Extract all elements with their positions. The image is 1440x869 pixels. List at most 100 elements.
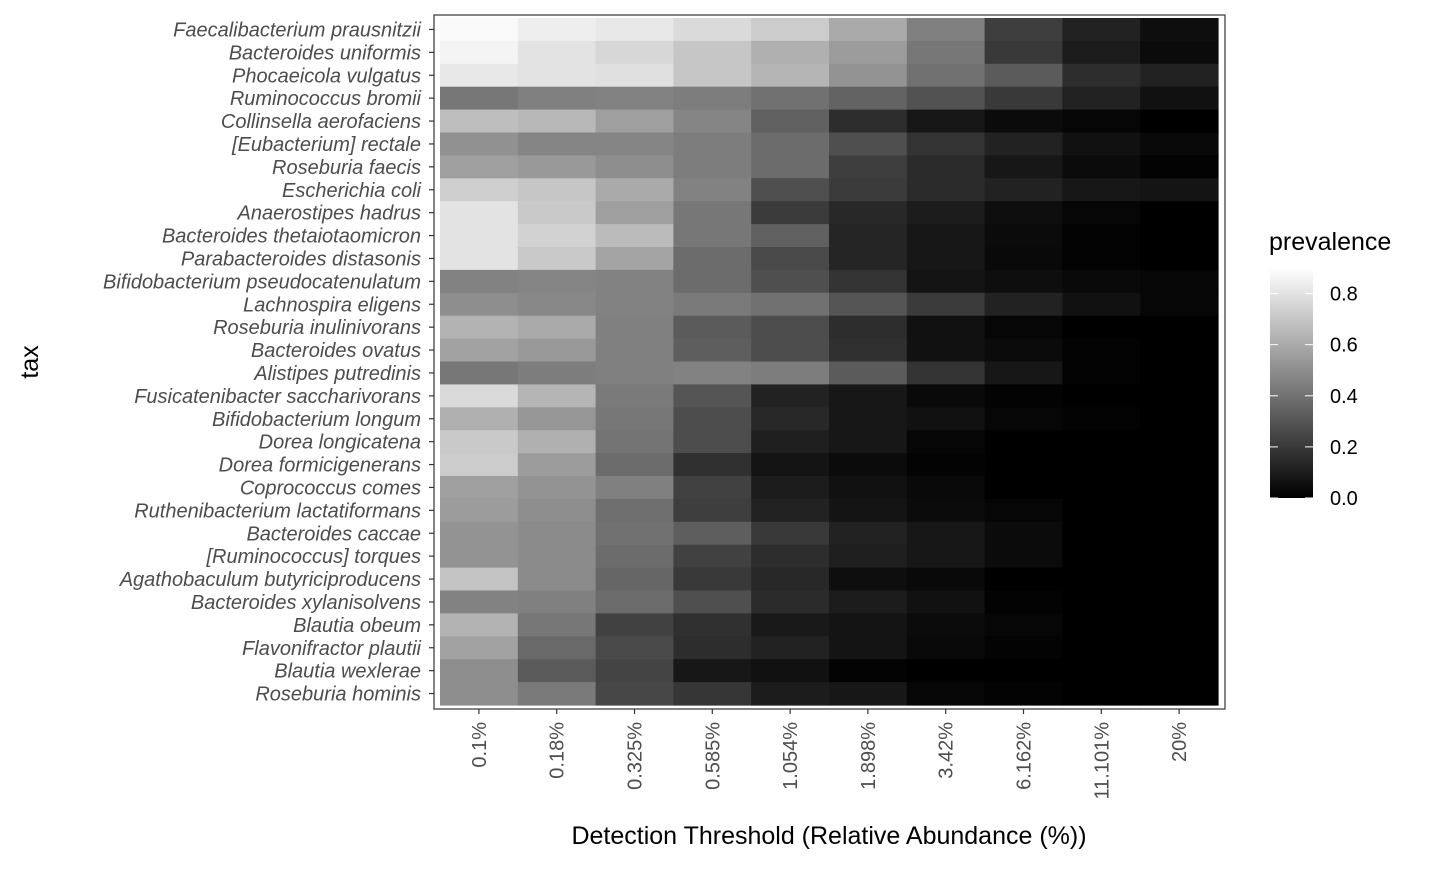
heatmap-cell [1062, 224, 1141, 248]
heatmap-cell [984, 613, 1063, 637]
heatmap-cell [673, 476, 752, 500]
heatmap-cell [440, 521, 519, 546]
heatmap-cell [829, 567, 908, 592]
heatmap-cell [517, 292, 597, 317]
heatmap-cell [673, 590, 752, 614]
x-tick-label: 3.42% [936, 722, 958, 779]
heatmap-cell [673, 521, 752, 546]
heatmap-cell [440, 361, 519, 385]
heatmap-cell [751, 407, 830, 431]
heatmap-cell [440, 430, 519, 454]
heatmap-cell [673, 430, 752, 454]
heatmap-cell [984, 590, 1063, 614]
heatmap-cell [673, 292, 752, 317]
y-tick-label: Agathobaculum butyriciproducens [119, 569, 421, 591]
heatmap-cell [517, 178, 597, 202]
heatmap-cell [751, 613, 830, 637]
heatmap-cell [829, 155, 908, 179]
heatmap-cell [517, 430, 597, 454]
y-tick-label: Anaerostipes hadrus [237, 203, 421, 225]
heatmap-cell [829, 521, 908, 546]
y-tick-label: Ruminococcus bromii [230, 88, 422, 110]
legend-tick-label: 0.4 [1330, 386, 1358, 408]
heatmap-cell [595, 201, 674, 225]
y-tick-label: Ruthenibacterium lactatiformans [134, 500, 421, 522]
heatmap-cell [673, 18, 752, 42]
heatmap-cell [595, 590, 674, 614]
heatmap-cell [595, 155, 674, 179]
heatmap-cell [829, 544, 908, 569]
heatmap-cell [906, 590, 986, 614]
heatmap-cell [984, 338, 1063, 363]
heatmap-cells [434, 15, 1225, 709]
heatmap-cell [1062, 315, 1141, 340]
heatmap-cell [984, 86, 1063, 111]
heatmap-cell [1140, 178, 1219, 202]
heatmap-cell [595, 132, 674, 156]
heatmap-cell [595, 498, 674, 523]
heatmap-cell [829, 201, 908, 225]
heatmap-cell [829, 224, 908, 248]
heatmap-cell [984, 636, 1063, 660]
heatmap-cell [1140, 338, 1219, 363]
heatmap-cell [1140, 155, 1219, 179]
heatmap-cell [440, 109, 519, 134]
y-tick-label: Collinsella aerofaciens [221, 111, 421, 133]
heatmap-cell [829, 178, 908, 202]
heatmap-cell [1062, 407, 1141, 431]
heatmap-cell [829, 109, 908, 134]
heatmap-cell [440, 224, 519, 248]
heatmap-cell [906, 453, 986, 477]
heatmap-cell [984, 498, 1063, 523]
heatmap-cell [751, 315, 830, 340]
y-tick-label: Blautia obeum [293, 615, 421, 637]
heatmap-cell [673, 109, 752, 134]
y-tick-label: Bacteroides caccae [246, 523, 421, 545]
heatmap-cell [751, 682, 830, 706]
heatmap-cell [595, 178, 674, 202]
heatmap-cell [1062, 292, 1141, 317]
heatmap-cell [517, 476, 597, 500]
heatmap-cell [906, 613, 986, 637]
x-tick-label: 0.1% [469, 722, 491, 768]
heatmap-cell [595, 682, 674, 706]
heatmap-cell [751, 132, 830, 156]
heatmap-cell [751, 155, 830, 179]
heatmap-cell [984, 247, 1063, 271]
y-tick-label: Dorea formicigenerans [219, 455, 421, 477]
panel-border [433, 14, 1226, 710]
heatmap-cell [906, 40, 986, 65]
heatmap-cell [751, 86, 830, 111]
heatmap-cell [751, 178, 830, 202]
legend-tick-label: 0.8 [1330, 284, 1358, 306]
heatmap-cell [829, 590, 908, 614]
y-tick-label: Bifidobacterium longum [212, 409, 421, 431]
x-tick-label: 0.585% [702, 722, 724, 790]
heatmap-cell [751, 498, 830, 523]
heatmap-cell [440, 132, 519, 156]
heatmap-cell [517, 269, 597, 294]
heatmap-cell [829, 86, 908, 111]
heatmap-cell [1062, 521, 1141, 546]
heatmap-cell [517, 407, 597, 431]
heatmap-cell [829, 40, 908, 65]
heatmap-cell [984, 224, 1063, 248]
heatmap-cell [673, 40, 752, 65]
heatmap-cell [673, 636, 752, 660]
heatmap-cell [440, 40, 519, 65]
heatmap-cell [1062, 155, 1141, 179]
heatmap-cell [1062, 86, 1141, 111]
heatmap-cell [984, 132, 1063, 156]
y-tick-label: Roseburia inulinivorans [213, 317, 421, 339]
y-tick-label: Bifidobacterium pseudocatenulatum [103, 271, 421, 293]
heatmap-cell [440, 63, 519, 88]
y-tick-label: Roseburia faecis [272, 157, 421, 179]
heatmap-cell [829, 613, 908, 637]
heatmap-cell [906, 155, 986, 179]
heatmap-cell [440, 544, 519, 569]
heatmap-cell [517, 247, 597, 271]
heatmap-cell [440, 247, 519, 271]
heatmap-cell [517, 659, 597, 683]
heatmap-cell [1062, 178, 1141, 202]
heatmap-cell [906, 636, 986, 660]
